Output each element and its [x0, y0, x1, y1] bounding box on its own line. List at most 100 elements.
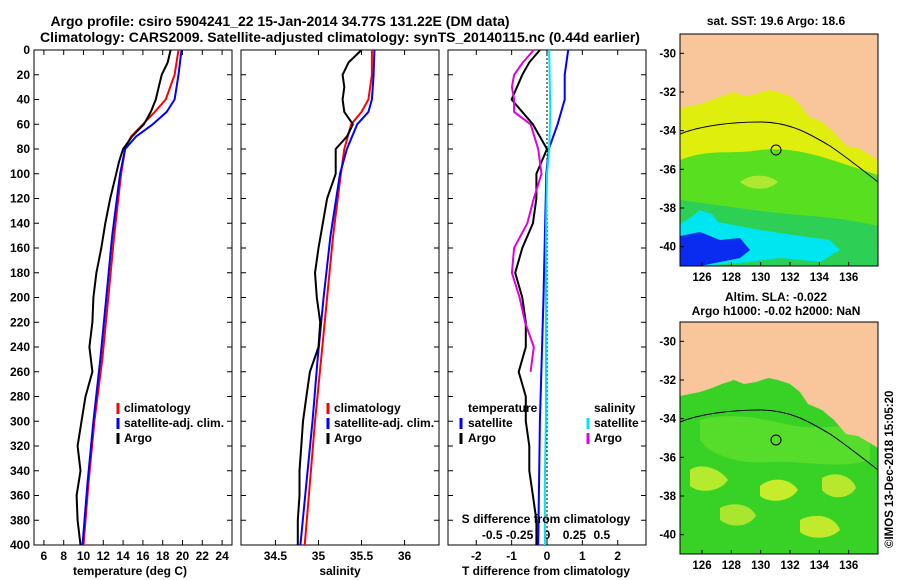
- map-x-tick-label: 136: [839, 272, 858, 284]
- map-x-tick-label: 126: [692, 272, 711, 284]
- sla-patch-d: [822, 474, 856, 498]
- series-climatology: [82, 49, 180, 546]
- sla-argo-location-marker: [770, 434, 782, 446]
- map-y-tick-label: -40: [659, 242, 676, 254]
- s-tick-label: 0.5: [593, 528, 610, 542]
- legend-argo: Argo: [334, 431, 362, 445]
- difference-panel: -2 -1 0 1 2 -0.5 -0.25 0 0.25 0.5: [471, 49, 621, 563]
- sst-map-axes: 126 128 130 132 134 136 -30 -32 -34 -36 -38 -40: [659, 48, 858, 284]
- map-y-tick-label: -30: [659, 48, 676, 60]
- depth-tick-label: 40: [17, 93, 31, 107]
- map-x-tick-label: 130: [751, 272, 770, 284]
- legend-climatology: climatology: [124, 401, 191, 415]
- sst-map: [680, 34, 878, 266]
- depth-tick-label: 160: [10, 241, 30, 255]
- depth-tick-label: 0: [23, 43, 30, 57]
- temperature-legend: climatology satellite-adj. clim. Argo: [116, 401, 224, 445]
- depth-tick-label: 340: [10, 464, 30, 478]
- t-difference-xlabel: T difference from climatology: [462, 564, 630, 578]
- imos-watermark: ©IMOS 13-Dec-2018 15:05:20: [884, 391, 896, 548]
- series-s-satellite: [543, 49, 552, 545]
- x-tick-label: 1: [579, 549, 586, 563]
- s-tick-label: 0.25: [563, 528, 587, 542]
- temperature-panel: 6 8 10 12 14 16 18 20 22 24: [41, 49, 229, 563]
- sla-patch-e: [720, 504, 756, 526]
- series-t-argo: [510, 49, 548, 545]
- series-satellite-adj-clim-: [299, 49, 376, 546]
- sla-land: [680, 322, 878, 448]
- sla-bathymetry-contour: [680, 409, 878, 471]
- temperature-panel-frame: [33, 49, 233, 546]
- map-x-tick-label: 128: [722, 560, 742, 572]
- s-tick-label: -0.5: [482, 528, 503, 542]
- map-x-tick-label: 130: [751, 560, 770, 572]
- legend-satellite-adj: satellite-adj. clim.: [124, 416, 224, 430]
- salinity-panel: 34.5 35 35.5 36: [264, 49, 412, 563]
- x-tick-label: 35: [312, 549, 326, 563]
- x-tick-label: 0: [544, 549, 551, 563]
- legend-t-argo: Argo: [468, 431, 496, 445]
- map-x-tick-label: 136: [839, 560, 858, 572]
- map-y-tick-label: -38: [659, 491, 676, 503]
- sst-warm-patch: [740, 175, 778, 189]
- x-tick-label: 22: [196, 549, 210, 563]
- depth-tick-label: 80: [17, 142, 31, 156]
- depth-tick-label: 400: [10, 538, 30, 552]
- x-tick-label: 20: [176, 549, 190, 563]
- x-tick-label: 24: [215, 549, 229, 563]
- depth-tick-label: 300: [10, 414, 30, 428]
- figure-title-line1: Argo profile: csiro 5904241_22 15-Jan-20…: [50, 13, 509, 29]
- depth-tick-label: 60: [17, 117, 31, 131]
- map-y-tick-label: -36: [659, 164, 676, 176]
- x-tick-label: 8: [60, 549, 67, 563]
- depth-tick-label: 20: [17, 68, 31, 82]
- series-s-argo: [510, 49, 543, 372]
- sla-map-subtitle: Argo h1000: -0.02 h2000: NaN: [692, 304, 861, 318]
- map-y-tick-label: -38: [659, 203, 676, 215]
- s-tick-label: 0: [544, 528, 551, 542]
- map-y-tick-label: -32: [659, 87, 676, 99]
- depth-tick-label: 140: [10, 216, 30, 230]
- temperature-xlabel: temperature (deg C): [73, 564, 187, 578]
- s-tick-label: -0.25: [506, 528, 534, 542]
- x-tick-label: 36: [398, 549, 412, 563]
- sla-patch-b: [690, 466, 728, 491]
- depth-tick-label: 120: [10, 192, 30, 206]
- map-x-tick-label: 126: [692, 560, 711, 572]
- salinity-legend: climatology satellite-adj. clim. Argo: [326, 401, 434, 445]
- sst-blue-patch: [680, 232, 750, 266]
- x-tick-label: 10: [77, 549, 91, 563]
- legend-argo: Argo: [124, 431, 152, 445]
- x-tick-label: 12: [97, 549, 111, 563]
- legend-s-satellite: satellite: [594, 416, 639, 430]
- map-x-tick-label: 132: [780, 560, 799, 572]
- x-tick-label: 34.5: [264, 549, 288, 563]
- legend-title-salinity: salinity: [594, 401, 636, 415]
- sst-bathymetry-contour: [680, 121, 878, 183]
- series-t-satellite: [537, 49, 570, 546]
- x-tick-label: 2: [614, 549, 621, 563]
- depth-tick-label: 260: [10, 365, 30, 379]
- legend-title-temperature: temperature: [468, 401, 538, 415]
- map-y-tick-label: -34: [659, 126, 676, 138]
- sla-map-frame: [679, 321, 879, 555]
- depth-tick-label: 240: [10, 340, 30, 354]
- depth-tick-label: 200: [10, 291, 30, 305]
- map-x-tick-label: 128: [722, 272, 742, 284]
- x-tick-label: 6: [41, 549, 48, 563]
- depth-tick-label: 360: [10, 489, 30, 503]
- x-tick-label: 16: [136, 549, 150, 563]
- x-tick-label: -1: [506, 549, 517, 563]
- salinity-xlabel: salinity: [319, 564, 361, 578]
- sla-patch-c: [760, 479, 798, 501]
- depth-tick-label: 280: [10, 390, 30, 404]
- x-tick-label: -2: [471, 549, 482, 563]
- depth-tick-label: 100: [10, 167, 30, 181]
- sst-argo-location-marker: [770, 144, 782, 156]
- series-argo: [296, 49, 363, 545]
- depth-tick-label: 320: [10, 439, 30, 453]
- x-tick-label: 14: [116, 549, 130, 563]
- legend-climatology: climatology: [334, 401, 401, 415]
- depth-tick-label: 220: [10, 315, 30, 329]
